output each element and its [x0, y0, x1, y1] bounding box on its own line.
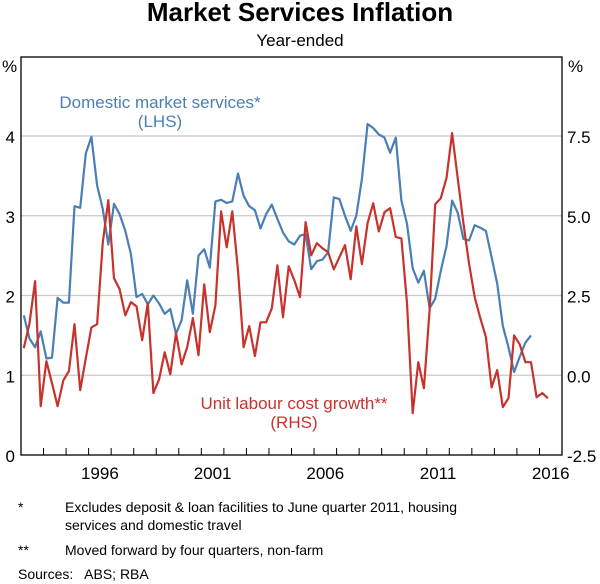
series-line-domestic-market-services [22, 122, 532, 374]
footnote-star-text-2: services and domestic travel [65, 517, 242, 533]
right-axis-unit: % [568, 57, 583, 76]
sources-note: Sources: ABS; RBA [18, 566, 149, 582]
x-tick-label: 2006 [306, 464, 344, 483]
right-tick-label: 5.0 [567, 208, 591, 227]
x-tick-label: 2001 [194, 464, 232, 483]
right-tick-label: -2.5 [567, 447, 596, 466]
x-tick-label: 1996 [81, 464, 119, 483]
series-label-domestic: Domestic market services* [59, 93, 261, 112]
series-label-ulc: Unit labour cost growth** [200, 394, 387, 413]
footnote-star-text-1: Excludes deposit & loan facilities to Ju… [65, 499, 457, 515]
footnote-star-mark: * [18, 499, 24, 515]
series-axis-label-domestic: (LHS) [138, 112, 182, 131]
left-tick-label: 0 [6, 447, 15, 466]
footnote-double-star-mark: ** [18, 542, 29, 558]
left-tick-label: 1 [6, 367, 15, 386]
right-tick-label: 0.0 [567, 367, 591, 386]
footnote-double-star-text: Moved forward by four quarters, non-farm [65, 542, 324, 558]
left-tick-label: 4 [6, 128, 15, 147]
chart-title: Market Services Inflation [146, 0, 454, 27]
left-tick-label: 2 [6, 288, 15, 307]
left-tick-label: 3 [6, 208, 15, 227]
plot-frame [20, 56, 563, 456]
series-line-unit-labour-cost-growth [22, 132, 549, 415]
series-axis-label-ulc: (RHS) [270, 413, 317, 432]
x-tick-label: 2016 [532, 464, 570, 483]
x-tick-label: 2011 [420, 464, 457, 483]
chart-subtitle: Year-ended [256, 31, 344, 50]
right-tick-label: 7.5 [567, 128, 591, 147]
left-axis-unit: % [2, 57, 17, 76]
right-tick-label: 2.5 [567, 288, 591, 307]
